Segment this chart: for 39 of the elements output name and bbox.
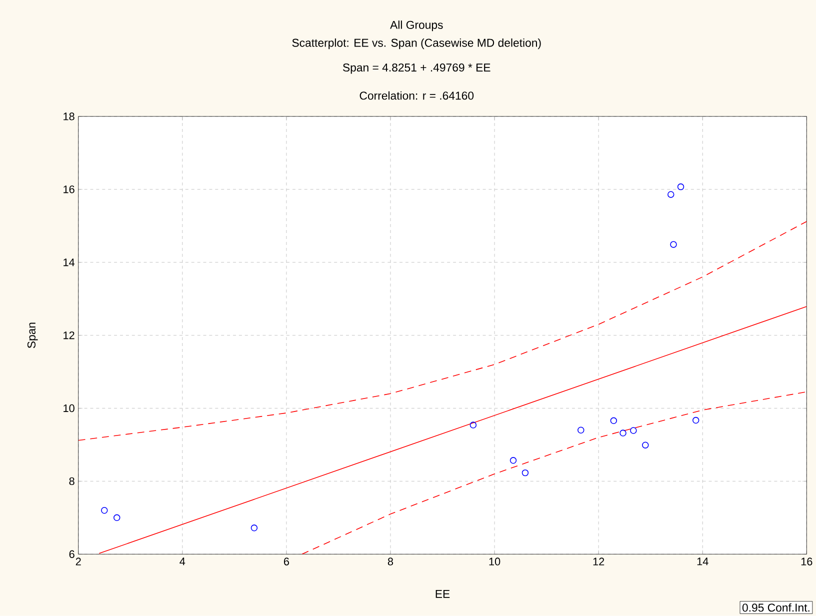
x-axis-title: EE xyxy=(436,590,450,598)
point xyxy=(677,184,684,190)
line-series xyxy=(78,221,807,441)
point xyxy=(510,457,517,464)
x-tick-label: 14 xyxy=(697,558,708,566)
y-tick-label: 8 xyxy=(69,477,74,486)
y-tick-label: 18 xyxy=(64,112,74,120)
point xyxy=(578,426,584,434)
point xyxy=(522,470,529,476)
point xyxy=(250,524,258,532)
point xyxy=(668,191,674,198)
x-tick-label: 10 xyxy=(489,558,500,566)
point xyxy=(113,514,120,522)
line-series xyxy=(302,392,807,554)
point xyxy=(670,241,677,248)
x-tick-label: 8 xyxy=(388,558,394,566)
y-tick-label: 6 xyxy=(69,550,74,558)
x-tick-label: 6 xyxy=(284,558,289,566)
y-tick-label: 10 xyxy=(64,404,74,412)
point xyxy=(620,430,626,436)
point xyxy=(610,417,618,424)
point xyxy=(101,507,108,514)
chart-title: All Groups xyxy=(390,20,443,32)
point xyxy=(630,427,637,434)
y-axis-title: Span xyxy=(27,322,38,348)
chart-subtitle: Scatterplot: EE vs. Span (Casewise MD deletion) xyxy=(292,38,541,50)
y-tick-label: 14 xyxy=(64,258,75,266)
point xyxy=(692,416,700,424)
point xyxy=(470,422,477,428)
x-tick-label: 4 xyxy=(180,558,186,566)
text: Span = 4.8251 + .49769 * EE xyxy=(343,64,490,74)
x-tick-label: 16 xyxy=(801,558,812,566)
text: 0.95 Conf.Int. xyxy=(742,603,810,612)
x-tick-label: 2 xyxy=(76,558,81,566)
y-tick-label: 16 xyxy=(64,186,74,194)
text: Correlation: r = .64160 xyxy=(360,91,474,100)
x-tick-label: 12 xyxy=(593,558,604,566)
point xyxy=(642,442,649,449)
y-tick-label: 12 xyxy=(64,332,74,340)
